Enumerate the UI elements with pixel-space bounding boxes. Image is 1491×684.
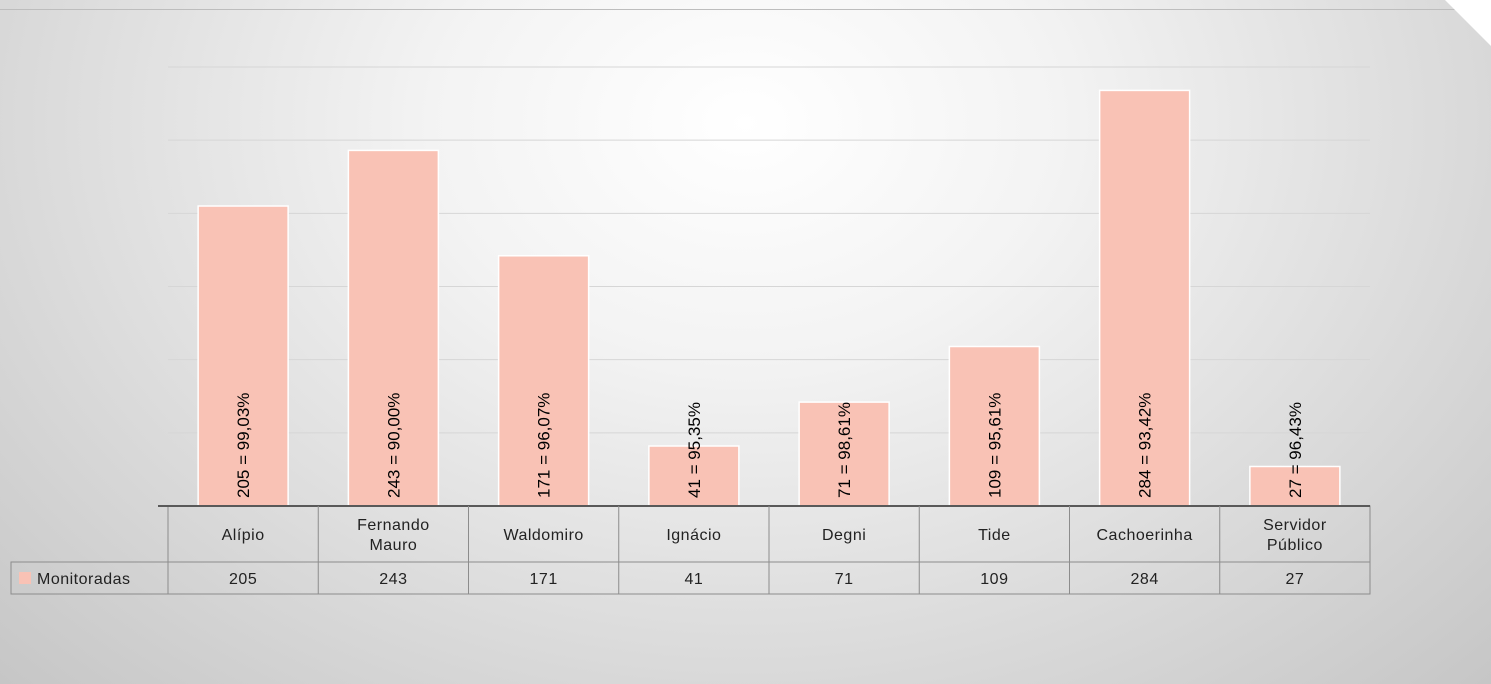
data-label: 205 = 99,03%	[234, 393, 253, 498]
data-label: 284 = 93,42%	[1136, 393, 1155, 498]
top-border	[0, 0, 1491, 10]
data-label: 27 = 96,43%	[1286, 402, 1305, 498]
table-value: 205	[229, 571, 257, 588]
table-value: 109	[980, 571, 1008, 588]
bar	[648, 445, 740, 507]
legend-swatch	[19, 572, 31, 584]
legend-label: Monitoradas	[37, 571, 131, 588]
data-labels: 205 = 99,03% 243 = 90,00% 171 = 96,07% 41 =…	[234, 393, 1305, 498]
corner-mark	[1445, 0, 1491, 46]
tick-label: Alípio	[222, 527, 265, 544]
legend-cell	[10, 561, 169, 595]
tick-label: Waldomiro	[503, 527, 583, 544]
tick-label: Público	[1267, 537, 1323, 554]
data-table: Alípio Fernando Mauro Waldomiro Ignácio Degni…	[10, 505, 1371, 595]
bar	[1249, 465, 1341, 507]
bar	[347, 149, 440, 507]
tick-label: Servidor	[1263, 517, 1327, 534]
data-label: 243 = 90,00%	[384, 393, 403, 498]
bar	[948, 345, 1041, 507]
tick-label: Ignácio	[666, 527, 721, 544]
bar	[798, 401, 890, 507]
tick-label: Mauro	[369, 537, 417, 554]
tick-label: Cachoerinha	[1097, 527, 1193, 544]
data-label: 71 = 98,61%	[835, 402, 854, 498]
data-label: 41 = 95,35%	[685, 402, 704, 498]
tick-label: Fernando	[357, 517, 430, 534]
table-value: 41	[684, 571, 703, 588]
data-label: 109 = 95,61%	[985, 393, 1004, 498]
data-label: 171 = 96,07%	[535, 393, 554, 498]
table-value: 27	[1285, 571, 1304, 588]
table-value: 71	[835, 571, 854, 588]
bars	[197, 89, 1341, 507]
bar	[497, 255, 590, 507]
table-value: 284	[1131, 571, 1159, 588]
tick-label: Degni	[822, 527, 866, 544]
table-value: 243	[379, 571, 407, 588]
tick-label: Tide	[978, 527, 1011, 544]
bar	[1098, 89, 1191, 507]
table-value: 171	[530, 571, 558, 588]
